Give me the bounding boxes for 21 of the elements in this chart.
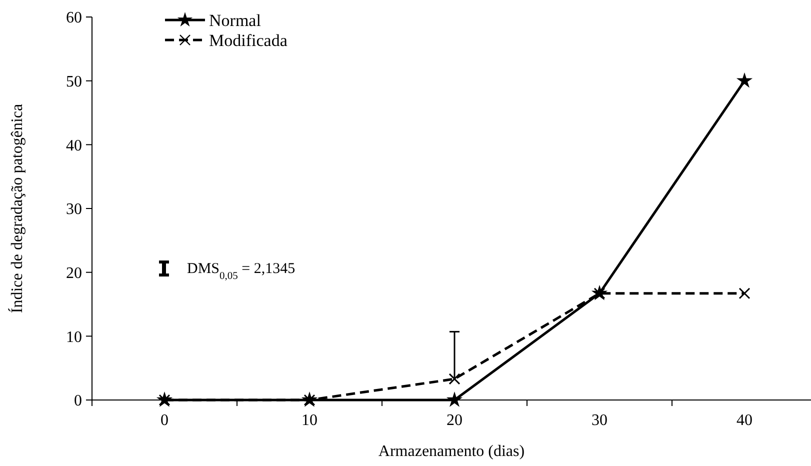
x-axis-title: Armazenamento (dias)	[378, 443, 525, 460]
point	[448, 393, 461, 406]
y-tick-label: 60	[66, 10, 82, 27]
y-tick-label: 30	[66, 201, 82, 218]
annotation: DMS$_{0,05}$ = 2,1345	[187, 261, 296, 282]
y-tick-label: 20	[66, 264, 82, 282]
x-tick-label: 0	[160, 412, 168, 429]
point	[738, 288, 750, 300]
y-axis-title: Índice de degradação patogênica	[8, 104, 26, 314]
y-tick-label: 50	[66, 73, 82, 90]
x-tick-label: 10	[302, 412, 318, 429]
x-tick-label: 20	[446, 412, 462, 429]
x-tick-label: 30	[592, 412, 608, 429]
point	[448, 373, 460, 385]
y-tick-label: 40	[66, 137, 82, 154]
y-tick-label: 0	[74, 392, 82, 410]
point	[738, 74, 751, 86]
legend-label: Modificada	[209, 30, 288, 50]
legend-label: Normal	[209, 10, 262, 30]
y-tick-label: 10	[66, 328, 82, 346]
x-tick-label: 40	[736, 412, 752, 429]
